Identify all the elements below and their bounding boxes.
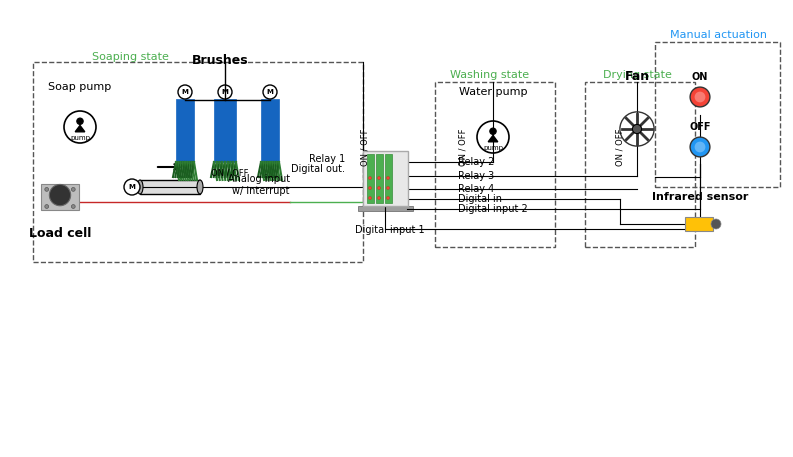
Text: Infrared sensor: Infrared sensor — [652, 192, 748, 202]
Circle shape — [377, 197, 381, 200]
Text: pump: pump — [70, 135, 90, 141]
Circle shape — [377, 176, 381, 180]
Text: Relay 1: Relay 1 — [308, 154, 345, 164]
Circle shape — [690, 137, 710, 157]
Text: Drying state: Drying state — [603, 70, 672, 80]
Text: Relay 3: Relay 3 — [458, 171, 494, 181]
Circle shape — [711, 219, 721, 229]
Circle shape — [263, 85, 277, 99]
Bar — [385, 154, 392, 203]
Bar — [176, 99, 194, 162]
Bar — [367, 154, 374, 203]
Circle shape — [369, 197, 371, 200]
Text: M: M — [266, 89, 274, 95]
Circle shape — [377, 186, 381, 190]
Bar — [358, 206, 413, 211]
Circle shape — [71, 205, 75, 208]
Circle shape — [218, 85, 232, 99]
Circle shape — [369, 186, 371, 190]
Circle shape — [178, 85, 192, 99]
Text: M: M — [182, 89, 189, 95]
Text: Relay 4: Relay 4 — [458, 184, 494, 194]
Circle shape — [690, 87, 710, 107]
Circle shape — [386, 186, 389, 190]
Text: Fan: Fan — [624, 70, 649, 83]
Text: ON / OFF: ON / OFF — [615, 128, 625, 166]
Bar — [41, 184, 79, 210]
Text: ON / OFF: ON / OFF — [458, 128, 468, 166]
Text: OFF: OFF — [689, 122, 711, 132]
Circle shape — [77, 118, 83, 124]
Text: M: M — [128, 184, 136, 190]
Text: Digital in: Digital in — [458, 194, 502, 204]
Text: M: M — [221, 89, 228, 95]
Text: ON / OFF: ON / OFF — [361, 128, 370, 166]
Text: Digital out.: Digital out. — [291, 164, 345, 174]
Text: Digital input 1: Digital input 1 — [355, 225, 425, 235]
Text: Water pump: Water pump — [458, 87, 527, 97]
Circle shape — [124, 179, 140, 195]
Text: Soaping state: Soaping state — [91, 52, 168, 62]
Circle shape — [49, 185, 71, 206]
Polygon shape — [75, 125, 85, 132]
Text: Relay 2: Relay 2 — [458, 157, 494, 167]
Text: Load cell: Load cell — [29, 227, 91, 240]
Text: Digital input 2: Digital input 2 — [458, 204, 528, 214]
Text: Washing state: Washing state — [450, 70, 530, 80]
Ellipse shape — [137, 180, 143, 194]
Text: pump: pump — [483, 145, 503, 151]
Text: ON / OFF: ON / OFF — [211, 168, 249, 177]
Text: Manual actuation: Manual actuation — [669, 30, 767, 40]
Text: Analog input
w/ interrupt: Analog input w/ interrupt — [228, 174, 290, 196]
Text: Brushes: Brushes — [192, 54, 248, 67]
Circle shape — [386, 176, 389, 180]
Circle shape — [71, 187, 75, 191]
Text: Soap pump: Soap pump — [48, 82, 112, 92]
Circle shape — [386, 197, 389, 200]
Bar — [140, 180, 200, 194]
Ellipse shape — [197, 180, 203, 194]
Bar — [376, 154, 383, 203]
Circle shape — [490, 128, 496, 134]
Circle shape — [44, 187, 48, 191]
Polygon shape — [488, 135, 498, 142]
Circle shape — [695, 142, 706, 152]
Circle shape — [695, 91, 706, 102]
Circle shape — [44, 205, 48, 208]
Circle shape — [633, 124, 642, 133]
Bar — [214, 99, 236, 162]
Circle shape — [369, 176, 371, 180]
Bar — [261, 99, 279, 162]
Bar — [363, 151, 408, 206]
Bar — [685, 217, 713, 231]
Text: ON: ON — [691, 72, 708, 82]
